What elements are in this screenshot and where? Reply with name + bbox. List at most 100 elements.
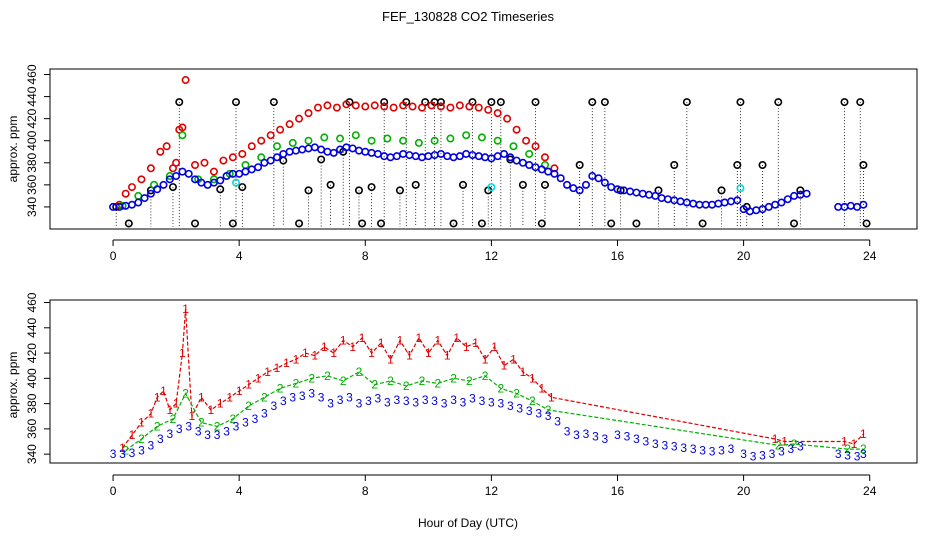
series-0-black-point	[232, 98, 241, 107]
series-2-green-point: 2	[293, 376, 300, 390]
series-2-green-point: 2	[844, 442, 851, 456]
series-3-blue-point: 3	[129, 446, 136, 460]
series-3-blue-point: 3	[185, 419, 192, 433]
series-0-black-point	[449, 219, 458, 228]
series-1-red-point	[178, 123, 187, 132]
series-3-blue-point	[550, 169, 559, 178]
series-1-red-point	[127, 183, 136, 192]
series-3-blue-point: 3	[633, 432, 640, 446]
series-3-blue-point: 3	[176, 422, 183, 436]
series-3-blue-point	[802, 189, 811, 198]
bottom-y-tick-label: 380	[25, 393, 39, 413]
series-1-red-point	[219, 156, 228, 165]
series-3-blue-point: 3	[835, 447, 842, 461]
series-3-blue-point: 3	[119, 447, 126, 461]
series-0-black-point	[238, 183, 247, 192]
series-0-black-point	[790, 219, 799, 228]
series-0-black-point	[124, 219, 133, 228]
series-3-blue-point	[853, 202, 862, 211]
series-3-blue-point: 3	[709, 445, 716, 459]
series-3-blue-point: 3	[583, 427, 590, 441]
series-3-blue-point: 3	[422, 393, 429, 407]
series-3-blue-point	[443, 152, 452, 161]
top-y-tick-label: 420	[25, 108, 39, 128]
series-0-black-point	[358, 219, 367, 228]
series-3-blue-point	[127, 200, 136, 209]
series-1-red-point	[503, 114, 512, 123]
series-1-red-point: 1	[302, 346, 309, 360]
series-3-blue-point	[260, 158, 269, 167]
series-1-red-point: 1	[781, 435, 788, 449]
series-0-black-point	[191, 219, 200, 228]
series-3-blue-point	[518, 158, 527, 167]
series-2-green-point: 2	[277, 381, 284, 395]
series-1-red-point	[313, 103, 322, 112]
series-3-blue-point: 3	[384, 395, 391, 409]
series-1-red-point	[323, 101, 332, 110]
series-3-blue-point	[777, 198, 786, 207]
series-2-green-point: 2	[356, 365, 363, 379]
series-1-red-point	[200, 158, 209, 167]
series-3-blue-point	[367, 148, 376, 157]
series-0-black-point	[295, 219, 304, 228]
series-1-red-point: 1	[359, 331, 366, 345]
series-3-blue-point	[676, 197, 685, 206]
series-1-red-point	[276, 125, 285, 134]
top-y-tick-label: 360	[25, 175, 39, 195]
series-3-blue-point	[645, 190, 654, 199]
series-3-blue-point: 3	[680, 441, 687, 455]
series-1-red-point	[285, 120, 294, 129]
series-3-blue-point: 3	[308, 387, 315, 401]
series-0-black-point	[477, 219, 486, 228]
series-0-black-point	[380, 98, 389, 107]
series-3-blue-point: 3	[469, 392, 476, 406]
series-0-black-point	[862, 219, 871, 228]
series-3-blue-point: 3	[356, 397, 363, 411]
series-1-red-point: 1	[311, 349, 318, 363]
series-3-blue-point: 3	[280, 394, 287, 408]
series-3-blue-point	[733, 196, 742, 205]
series-3-blue-point	[354, 146, 363, 155]
series-3-blue-point	[834, 202, 843, 211]
series-2-green-point: 2	[138, 432, 145, 446]
series-1-red-point: 1	[368, 346, 375, 360]
series-0-black-point	[269, 98, 278, 107]
series-0-black-point	[758, 161, 767, 170]
series-2-green-point: 2	[387, 374, 394, 388]
series-1-red-point: 1	[138, 416, 145, 430]
series-1-red-point: 1	[182, 302, 189, 316]
top-x-tick-label: 12	[485, 249, 499, 263]
series-1-red-point	[380, 102, 389, 111]
bottom-x-tick-label: 12	[485, 484, 499, 498]
series-0-black-point	[436, 98, 445, 107]
series-3-blue-point	[764, 202, 773, 211]
series-1-red-point: 1	[340, 333, 347, 347]
series-3-blue-point: 3	[759, 448, 766, 462]
series-1-red-point: 1	[472, 336, 479, 350]
series-2-green-point	[477, 133, 486, 142]
series-2-green-point: 2	[170, 412, 177, 426]
series-3-blue-point	[575, 186, 584, 195]
series-1-red-point: 1	[179, 346, 186, 360]
series-2-green-point	[336, 134, 345, 143]
top-y-tick-label: 440	[25, 86, 39, 106]
bottom-y-tick-label: 420	[25, 343, 39, 363]
series-1-red-point: 1	[444, 349, 451, 363]
series-3-blue-point	[632, 188, 641, 197]
series-3-blue-point: 3	[769, 447, 776, 461]
series-2-green-point	[241, 161, 250, 170]
series-3-blue-point	[714, 199, 723, 208]
series-0-black-point	[537, 219, 546, 228]
series-1-red-point	[209, 167, 218, 176]
series-3-blue-point	[455, 152, 464, 161]
series-3-blue-point	[430, 151, 439, 160]
series-2-green-point	[134, 191, 143, 200]
series-3-blue-point: 3	[718, 443, 725, 457]
series-3-blue-point: 3	[526, 404, 533, 418]
series-1-red-point: 1	[198, 390, 205, 404]
series-0-black-point	[377, 219, 386, 228]
bottom-y-axis: 340 360 380 400 420 440 460	[25, 292, 51, 464]
series-4-cyan-point	[487, 183, 496, 192]
series-3-blue-point	[726, 197, 735, 206]
series-0-black-point	[796, 186, 805, 195]
